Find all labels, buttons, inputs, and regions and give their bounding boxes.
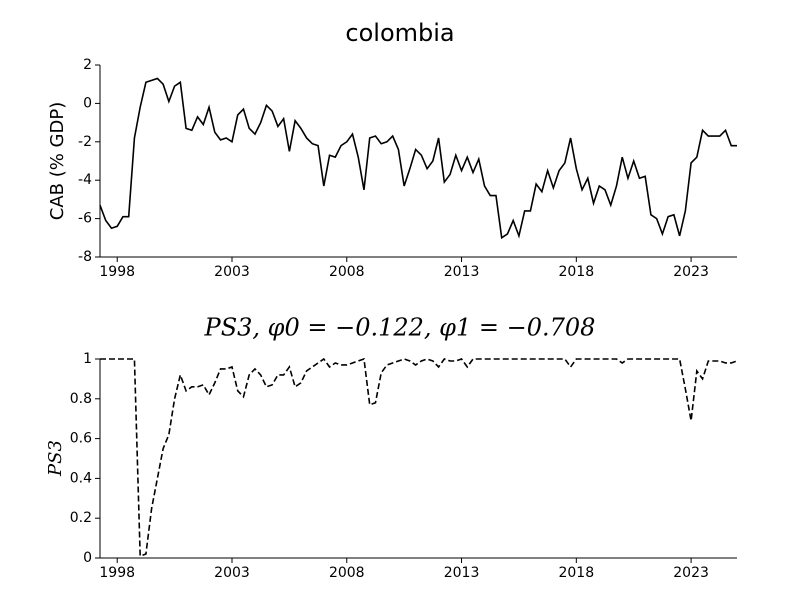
- x-tick-label: 2008: [329, 264, 365, 280]
- x-tick-label: 2018: [558, 264, 594, 280]
- y-tick-label: 2: [83, 57, 92, 73]
- y-tick-label: 1: [83, 351, 92, 367]
- x-tick-label: 1998: [99, 264, 135, 280]
- y-axis-label: PS3: [45, 440, 66, 477]
- x-tick-label: 2023: [673, 264, 709, 280]
- data-line: [99, 77, 737, 240]
- y-tick-label: 0.6: [70, 431, 92, 447]
- x-tick-label: 2013: [444, 565, 480, 581]
- chart-title: PS3, φ0 = −0.122, φ1 = −0.708: [204, 314, 596, 342]
- y-tick-label: 0: [83, 95, 92, 111]
- x-tick-label: 1998: [99, 565, 135, 581]
- y-tick-label: 0.8: [70, 391, 92, 407]
- y-axis-label: CAB (% GDP): [47, 102, 68, 221]
- y-tick-label: -8: [78, 249, 92, 265]
- y-tick-label: -2: [78, 134, 92, 150]
- y-tick-label: 0.4: [70, 470, 92, 486]
- x-tick-label: 2008: [329, 565, 365, 581]
- y-tick-label: -6: [78, 211, 92, 227]
- data-line: [100, 357, 738, 558]
- x-tick-label: 2023: [673, 565, 709, 581]
- x-tick-label: 2003: [214, 565, 250, 581]
- x-tick-label: 2013: [444, 264, 480, 280]
- chart-title: colombia: [345, 19, 454, 47]
- x-tick-label: 2018: [558, 565, 594, 581]
- y-tick-label: 0.2: [70, 510, 92, 526]
- x-tick-label: 2003: [214, 264, 250, 280]
- y-tick-label: 0: [83, 550, 92, 566]
- y-tick-label: -4: [78, 172, 92, 188]
